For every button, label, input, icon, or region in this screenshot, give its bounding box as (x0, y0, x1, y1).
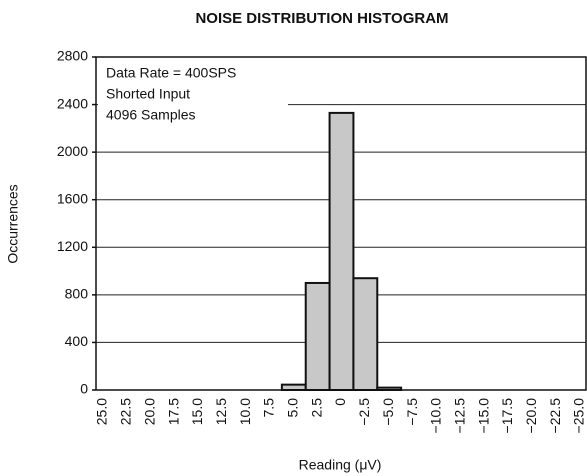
y-tick-label: 2800 (57, 48, 88, 64)
y-tick-label: 2400 (57, 95, 88, 111)
x-tick-label: −7.5 (404, 398, 420, 426)
x-tick-label: 20.0 (141, 398, 157, 425)
bar (352, 277, 379, 392)
x-tick-label: 5.0 (285, 398, 301, 418)
y-axis-label: Occurrences (5, 184, 21, 263)
bar (304, 281, 331, 392)
x-tick-label: 7.5 (261, 398, 277, 418)
x-tick-label: 0 (332, 398, 348, 406)
x-tick-label: −22.5 (547, 398, 563, 434)
x-tick-label: 22.5 (118, 398, 134, 425)
plot-frame (95, 56, 587, 391)
y-tick-label: 1200 (57, 238, 88, 254)
annotation: Data Rate = 400SPS (106, 65, 236, 81)
x-tick-label: −15.0 (475, 398, 491, 434)
annotation: Shorted Input (106, 86, 190, 102)
x-tick-label: −25.0 (571, 398, 587, 434)
annotation: 4096 Samples (106, 107, 196, 123)
x-tick-label: −12.5 (451, 398, 467, 434)
x-tick-label: −5.0 (380, 398, 396, 426)
x-tick-label: 15.0 (189, 398, 205, 425)
bar (328, 111, 355, 392)
x-tick-label: −20.0 (523, 398, 539, 434)
x-tick-label: 2.5 (308, 398, 324, 418)
y-tick-label: 1600 (57, 190, 88, 206)
x-tick-label: 12.5 (213, 398, 229, 425)
x-tick-label: 10.0 (237, 398, 253, 425)
x-axis-label: Reading (μV) (299, 457, 382, 473)
x-tick-label: −2.5 (356, 398, 372, 426)
x-tick-label: −10.0 (428, 398, 444, 434)
y-tick-label: 800 (65, 286, 89, 302)
annotation-box (98, 59, 288, 131)
y-tick-label: 2000 (57, 143, 88, 159)
bar (280, 383, 307, 392)
y-tick-label: 400 (65, 333, 89, 349)
x-tick-label: −17.5 (499, 398, 515, 434)
y-tick-label: 0 (80, 381, 88, 397)
chart-title: NOISE DISTRIBUTION HISTOGRAM (195, 10, 448, 27)
x-tick-label: 25.0 (94, 398, 110, 425)
x-tick-label: 17.5 (165, 398, 181, 425)
